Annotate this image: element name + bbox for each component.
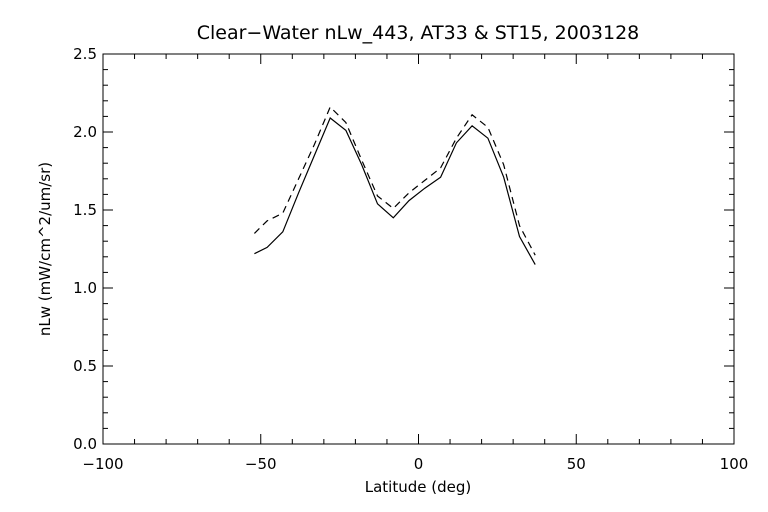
x-tick-label: −100: [82, 455, 123, 473]
series-line-dashed: [253, 105, 536, 256]
x-tick-label: 50: [567, 455, 586, 473]
y-tick-label: 2.5: [73, 45, 97, 63]
axis-ticks: [102, 53, 735, 445]
y-tick-label: 2.0: [73, 123, 97, 141]
x-tick-label: 0: [414, 455, 424, 473]
chart-title: Clear−Water nLw_443, AT33 & ST15, 200312…: [197, 22, 640, 44]
y-tick-label: 0.5: [73, 357, 97, 375]
series-group: [253, 105, 536, 265]
series-line-solid: [254, 117, 536, 265]
y-tick-label: 1.0: [73, 279, 97, 297]
x-tick-labels: −100 −50 0 50 100: [82, 455, 748, 473]
x-tick-label: −50: [245, 455, 277, 473]
x-axis-label: Latitude (deg): [365, 478, 471, 496]
y-tick-label: 0.0: [73, 435, 97, 453]
y-tick-labels: 0.0 0.5 1.0 1.5 2.0 2.5: [73, 45, 97, 453]
y-tick-label: 1.5: [73, 201, 97, 219]
x-tick-label: 100: [720, 455, 749, 473]
y-axis-label: nLw (mW/cm^2/um/sr): [36, 162, 54, 336]
plot-frame: [102, 53, 735, 445]
